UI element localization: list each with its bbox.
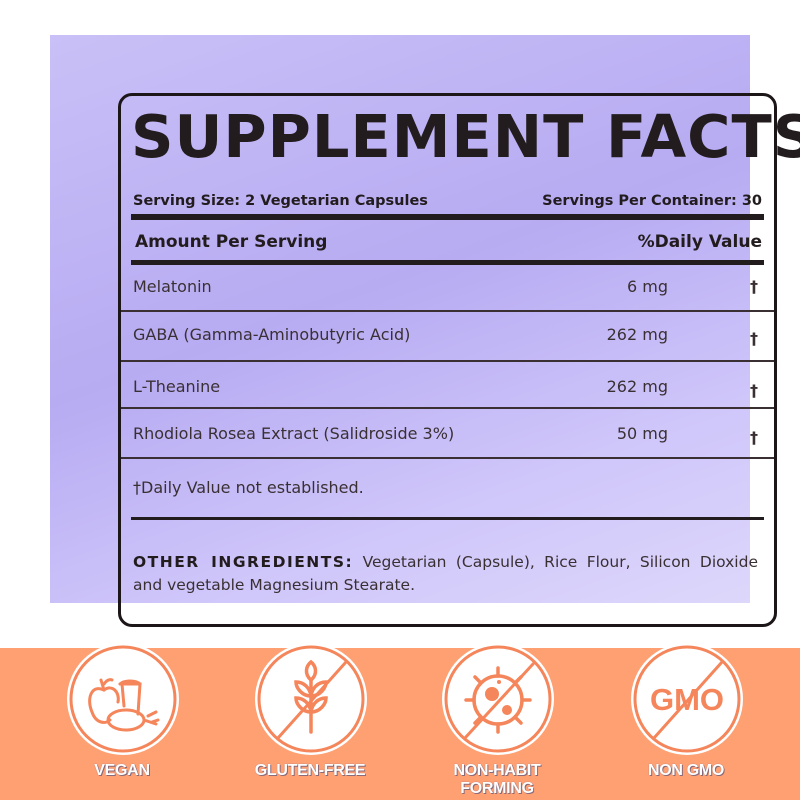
divider: [131, 517, 764, 520]
row-divider: [121, 360, 774, 362]
no-virus-icon: [442, 643, 554, 755]
other-ingredients: OTHER INGREDIENTS: Vegetarian (Capsule),…: [133, 551, 758, 597]
badge-vegan: VEGAN: [64, 640, 180, 780]
supplement-facts-label: SUPPLEMENT FACTS Serving Size: 2 Vegetar…: [118, 93, 800, 627]
label-title: SUPPLEMENT FACTS: [131, 102, 800, 171]
nutrient-amount: 262 mg: [606, 325, 668, 344]
row-divider: [121, 457, 774, 459]
nutrient-dv: †: [750, 428, 758, 447]
thick-divider: [131, 260, 764, 265]
supplement-facts-panel: SUPPLEMENT FACTS Serving Size: 2 Vegetar…: [50, 35, 800, 627]
nutrient-dv: †: [750, 381, 758, 400]
nutrient-name: L-Theanine: [133, 377, 221, 396]
badge-label: NON-HABIT FORMING: [453, 762, 541, 797]
nutrient-name: Melatonin: [133, 277, 212, 296]
footnote: †Daily Value not established.: [133, 478, 364, 497]
badge-label: VEGAN: [94, 762, 150, 779]
other-ingredients-label: OTHER INGREDIENTS:: [133, 553, 354, 571]
vegan-food-icon: [67, 643, 179, 755]
nutrient-dv: †: [750, 277, 758, 296]
row-divider: [121, 407, 774, 409]
daily-value-header: %Daily Value: [637, 232, 762, 252]
badge-non-gmo: GMO NON GMO: [628, 640, 744, 780]
thick-divider: [131, 214, 764, 220]
no-gmo-icon: GMO: [631, 643, 743, 755]
nutrient-amount: 262 mg: [606, 377, 668, 396]
badge-label: NON GMO: [647, 762, 725, 779]
badge-gluten-free: GLUTEN-FREE: [252, 640, 368, 780]
badge-non-habit-forming: NON-HABIT FORMING: [439, 640, 555, 798]
no-wheat-icon: [255, 643, 367, 755]
amount-per-serving-header: Amount Per Serving: [135, 232, 328, 252]
nutrient-name: GABA (Gamma-Aminobutyric Acid): [133, 325, 411, 344]
row-divider: [121, 310, 774, 312]
nutrient-amount: 6 mg: [626, 277, 668, 296]
badge-label: GLUTEN-FREE: [254, 762, 366, 779]
serving-size: Serving Size: 2 Vegetarian Capsules: [133, 193, 428, 209]
nutrient-amount: 50 mg: [616, 424, 668, 443]
servings-per-container: Servings Per Container: 30: [542, 193, 762, 209]
nutrient-dv: †: [750, 329, 758, 348]
other-ingredients-text: Vegetarian (Capsule), Rice Flour, Silico…: [133, 553, 758, 594]
nutrient-name: Rhodiola Rosea Extract (Salidroside 3%): [133, 424, 455, 443]
